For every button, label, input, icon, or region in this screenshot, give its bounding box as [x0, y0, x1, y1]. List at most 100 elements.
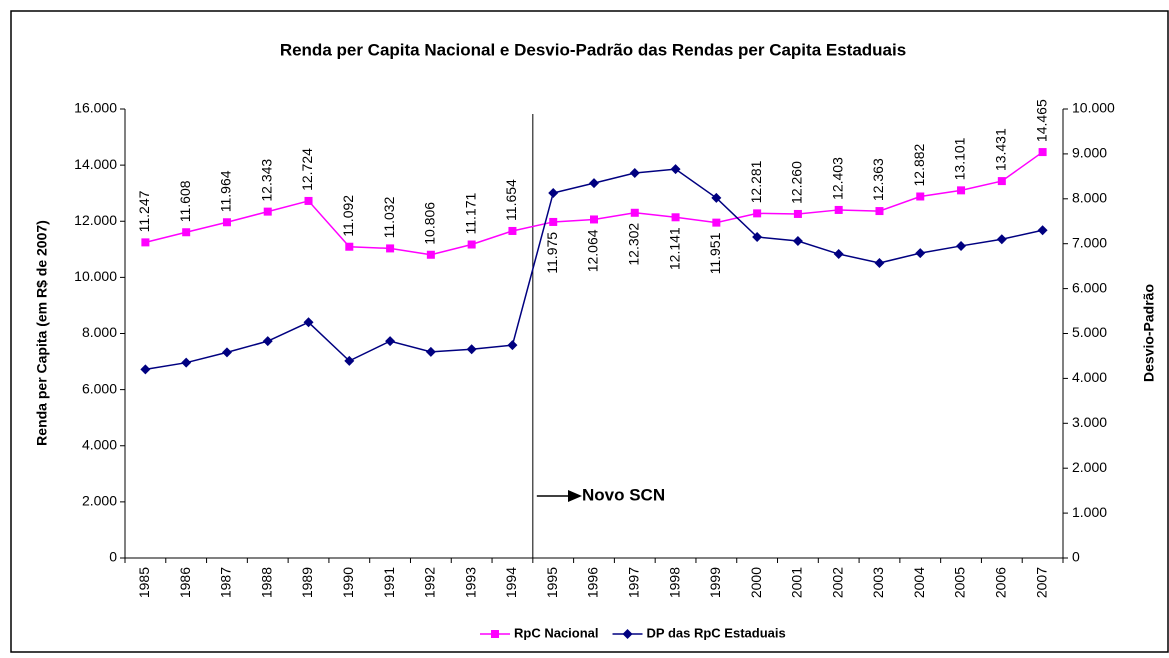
x-tick-label: 1999 [707, 567, 723, 598]
point-marker [141, 238, 150, 247]
data-label: 12.302 [625, 223, 641, 266]
point-marker [712, 218, 721, 227]
annotation-arrowhead [568, 490, 582, 502]
legend-marker [622, 629, 633, 639]
y2-tick-label: 1.000 [1072, 504, 1107, 520]
data-label: 11.964 [218, 170, 234, 212]
data-label: 12.882 [911, 143, 927, 186]
y2-tick-label: 9.000 [1072, 145, 1107, 161]
point-marker [426, 250, 435, 259]
data-label: 11.247 [136, 190, 152, 232]
y2-axis-label: Desvio-Padrão [1141, 284, 1157, 382]
x-tick-label: 1993 [462, 567, 478, 598]
data-label: 11.951 [707, 232, 723, 274]
data-label: 12.724 [299, 148, 315, 191]
point-marker [752, 231, 763, 242]
y2-tick-label: 5.000 [1072, 324, 1107, 340]
point-marker [386, 244, 395, 253]
x-tick-label: 2004 [911, 567, 927, 598]
x-tick-label: 1988 [258, 567, 274, 598]
data-label: 14.465 [1033, 99, 1049, 142]
data-label: 12.403 [829, 157, 845, 200]
legend-marker [491, 630, 499, 638]
y-tick-label: 6.000 [82, 380, 117, 396]
data-label: 12.064 [585, 229, 601, 272]
legend-label: RpC Nacional [514, 625, 599, 640]
point-marker [425, 346, 436, 357]
point-marker [875, 207, 884, 216]
point-marker [385, 336, 396, 347]
data-label: 12.260 [789, 161, 805, 204]
x-tick-label: 2005 [952, 567, 968, 598]
legend-label: DP das RpC Estaduais [647, 625, 786, 640]
point-marker [753, 209, 762, 218]
point-marker [670, 164, 681, 175]
y2-tick-label: 6.000 [1072, 279, 1107, 295]
y2-tick-label: 4.000 [1072, 369, 1107, 385]
y-tick-label: 10.000 [74, 268, 117, 284]
data-label: 11.654 [503, 179, 519, 221]
point-marker [589, 178, 599, 189]
x-tick-label: 2000 [748, 567, 764, 598]
y-tick-label: 8.000 [82, 324, 117, 340]
point-marker [466, 344, 477, 355]
point-marker [956, 240, 967, 251]
x-tick-label: 1995 [544, 567, 560, 598]
x-tick-label: 2007 [1033, 567, 1049, 598]
y-tick-label: 4.000 [82, 436, 117, 452]
x-tick-label: 1991 [381, 567, 397, 598]
data-label: 12.343 [258, 159, 274, 202]
x-tick-label: 1989 [299, 567, 315, 598]
point-marker [508, 226, 517, 235]
point-marker [711, 192, 722, 203]
point-marker [915, 248, 926, 259]
data-label: 13.431 [993, 128, 1009, 171]
point-marker [303, 317, 314, 328]
y2-tick-label: 10.000 [1072, 100, 1115, 116]
point-marker [304, 196, 313, 205]
point-marker [467, 240, 476, 249]
point-marker [140, 364, 151, 375]
point-marker [182, 228, 191, 237]
point-marker [549, 217, 558, 226]
x-tick-label: 1997 [625, 567, 641, 598]
point-marker [834, 205, 843, 214]
point-marker [629, 167, 640, 178]
point-marker [507, 340, 518, 351]
y-tick-label: 14.000 [74, 156, 117, 172]
point-marker [997, 177, 1006, 186]
y-tick-label: 0 [109, 549, 117, 565]
data-label: 11.171 [462, 193, 478, 235]
data-label: 10.806 [422, 202, 438, 245]
point-marker [222, 218, 231, 227]
chart-title: Renda per Capita Nacional e Desvio-Padrã… [280, 40, 906, 59]
y2-tick-label: 0 [1072, 549, 1080, 565]
point-marker [344, 355, 355, 366]
point-marker [1037, 225, 1048, 236]
point-marker [957, 186, 966, 195]
x-tick-label: 1985 [136, 567, 152, 598]
point-marker [793, 209, 802, 218]
data-label: 11.032 [381, 196, 397, 238]
point-marker [996, 234, 1007, 245]
data-label: 12.281 [748, 160, 764, 203]
y2-tick-label: 3.000 [1072, 414, 1107, 430]
x-tick-label: 2002 [829, 567, 845, 598]
data-label: 13.101 [952, 137, 968, 180]
x-tick-label: 1996 [585, 567, 601, 598]
y-tick-label: 2.000 [82, 493, 117, 509]
y-tick-label: 12.000 [74, 212, 117, 228]
x-tick-label: 1990 [340, 567, 356, 598]
point-marker [181, 357, 192, 368]
point-marker [263, 207, 272, 216]
point-marker [1038, 148, 1047, 157]
point-marker [221, 347, 232, 358]
x-tick-label: 2003 [870, 567, 886, 598]
point-marker [833, 249, 844, 260]
point-marker [548, 187, 559, 198]
data-label: 11.975 [544, 232, 560, 274]
data-label: 12.363 [870, 158, 886, 201]
point-marker [916, 192, 925, 201]
chart-border [10, 10, 1169, 653]
